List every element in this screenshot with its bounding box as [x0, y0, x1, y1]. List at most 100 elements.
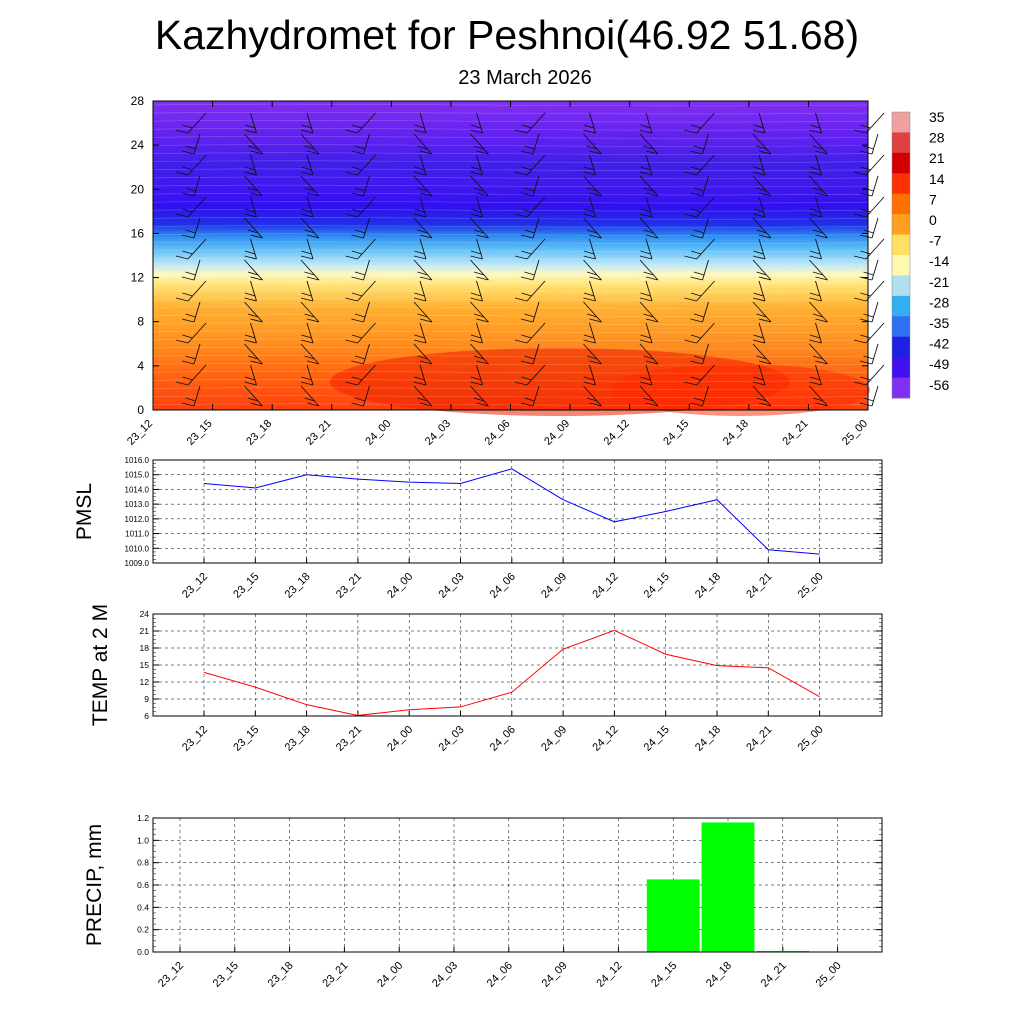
wind-barb: [470, 259, 489, 281]
wind-barb: [809, 301, 828, 323]
wind-barb: [181, 259, 201, 281]
wind-barb: [175, 364, 207, 386]
wind-barb: [690, 217, 709, 239]
wind-barb: [514, 238, 546, 260]
pmsl-frame: [152, 459, 883, 564]
wind-barb: [470, 154, 483, 176]
wind-barb: [181, 343, 201, 365]
x-tick-label: 24_12: [590, 571, 620, 601]
x-tick-label: 24_21: [780, 418, 810, 448]
wind-barb: [809, 238, 822, 260]
wind-barb: [583, 154, 596, 176]
wind-barb: [244, 259, 263, 281]
wind-barb: [520, 343, 540, 365]
wind-barb: [470, 175, 489, 197]
temperature-contour: [152, 233, 869, 236]
wind-barb: [470, 217, 489, 239]
wind-barb: [520, 301, 540, 323]
x-tick-label: 23_12: [180, 571, 210, 601]
wind-barb: [639, 385, 659, 407]
wind-barb: [520, 175, 540, 197]
wind-barb: [351, 259, 370, 281]
pmsl-line: [203, 468, 820, 555]
wind-barb: [583, 280, 596, 302]
wind-barb: [514, 196, 546, 218]
y-tick-label: 0.8: [137, 858, 149, 868]
wind-barb: [684, 238, 715, 260]
wind-barb: [351, 385, 370, 407]
colorbar-swatch: [892, 214, 910, 236]
wind-barb: [300, 133, 320, 155]
x-tick-label: 25_00: [796, 724, 826, 754]
y-tick-label: 0: [137, 403, 144, 417]
wind-barb: [809, 385, 828, 407]
x-tick-label: 25_00: [814, 960, 844, 990]
warm-core: [610, 364, 870, 416]
wind-barb: [413, 322, 427, 344]
x-tick-label: 24_15: [649, 960, 679, 990]
wind-barb: [244, 322, 257, 344]
colorbar-swatch: [892, 152, 910, 174]
colorbar-label: -35: [929, 315, 949, 331]
colorbar-label: 35: [929, 109, 945, 125]
wind-barb: [752, 133, 772, 155]
temp2m-frame: [152, 613, 883, 717]
wind-barb: [684, 364, 715, 386]
x-tick-label: 24_09: [539, 571, 569, 601]
colorbar-swatch: [892, 173, 910, 195]
x-tick-label: 24_12: [602, 418, 632, 448]
colorbar: 35 28 21 14 7 0 -7 -14 -21 -28 -35 -42 -49 -56: [891, 109, 949, 399]
y-tick-label: 1010.0: [125, 544, 150, 553]
x-tick-label: 24_09: [540, 960, 570, 990]
chart-title: Kazhydromet for Peshnoi(46.92 51.68): [154, 12, 860, 58]
wind-barb: [583, 175, 602, 197]
x-tick-label: 23_21: [334, 724, 364, 754]
precip-frame: [152, 817, 883, 953]
x-tick-label: 23_18: [283, 571, 313, 601]
x-tick-label: 24_00: [385, 571, 415, 601]
wind-barb: [181, 385, 201, 407]
wind-barb: [244, 196, 257, 218]
y-tick-label: 12: [140, 677, 150, 687]
wind-barb: [583, 343, 602, 365]
wind-barb: [413, 301, 433, 323]
wind-barb: [752, 238, 766, 260]
wind-barb: [690, 259, 709, 281]
wind-barb: [244, 385, 263, 407]
wind-barb: [514, 322, 546, 344]
wind-barb: [583, 385, 602, 407]
wind-barb: [300, 238, 314, 260]
wind-barb: [684, 112, 715, 134]
wind-barb: [752, 322, 766, 344]
y-tick-label: 24: [140, 609, 150, 619]
x-tick-label: 24_06: [488, 571, 518, 601]
x-tick-label: 23_12: [156, 960, 186, 990]
temperature-contour: [152, 298, 869, 301]
colorbar-swatch: [892, 112, 910, 133]
wind-barb: [300, 259, 320, 281]
x-tick-label: 24_12: [590, 724, 620, 754]
wind-barb: [853, 238, 885, 260]
x-tick-label: 24_00: [385, 724, 415, 754]
wind-barb: [413, 343, 433, 365]
x-tick-label: 23_21: [320, 960, 350, 990]
wind-barb: [752, 301, 772, 323]
wind-barb: [639, 154, 653, 176]
wind-barb: [639, 133, 659, 155]
wind-barb: [175, 196, 207, 218]
wind-barb: [345, 154, 376, 176]
colorbar-swatch: [892, 336, 910, 358]
colorbar-label: 21: [929, 150, 945, 166]
colorbar-swatch: [892, 193, 910, 215]
x-tick-label: 23_21: [334, 571, 364, 601]
temperature-contour: [152, 265, 869, 269]
x-tick-label: 24_09: [539, 724, 569, 754]
wind-barb: [809, 364, 822, 386]
colorbar-swatch: [892, 255, 910, 276]
wind-barb: [684, 154, 715, 176]
wind-barb: [244, 280, 257, 302]
x-tick-label: 24_15: [642, 724, 672, 754]
y-tick-label: 1016.0: [125, 456, 150, 465]
wind-barb: [181, 175, 201, 197]
temperature-contour: [152, 241, 869, 244]
